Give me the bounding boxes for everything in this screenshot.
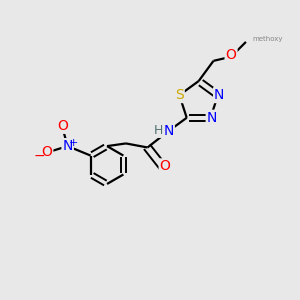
Text: O: O bbox=[41, 145, 52, 158]
Text: −: − bbox=[34, 148, 45, 163]
Text: O: O bbox=[57, 119, 68, 133]
Text: methoxy: methoxy bbox=[253, 36, 283, 42]
Text: O: O bbox=[226, 48, 236, 62]
Text: H: H bbox=[154, 124, 164, 137]
Text: N: N bbox=[214, 88, 224, 102]
Text: N: N bbox=[164, 124, 174, 138]
Text: N: N bbox=[62, 139, 73, 153]
Text: S: S bbox=[175, 88, 184, 102]
Text: N: N bbox=[207, 111, 217, 125]
Text: O: O bbox=[160, 159, 170, 173]
Text: +: + bbox=[69, 138, 78, 148]
